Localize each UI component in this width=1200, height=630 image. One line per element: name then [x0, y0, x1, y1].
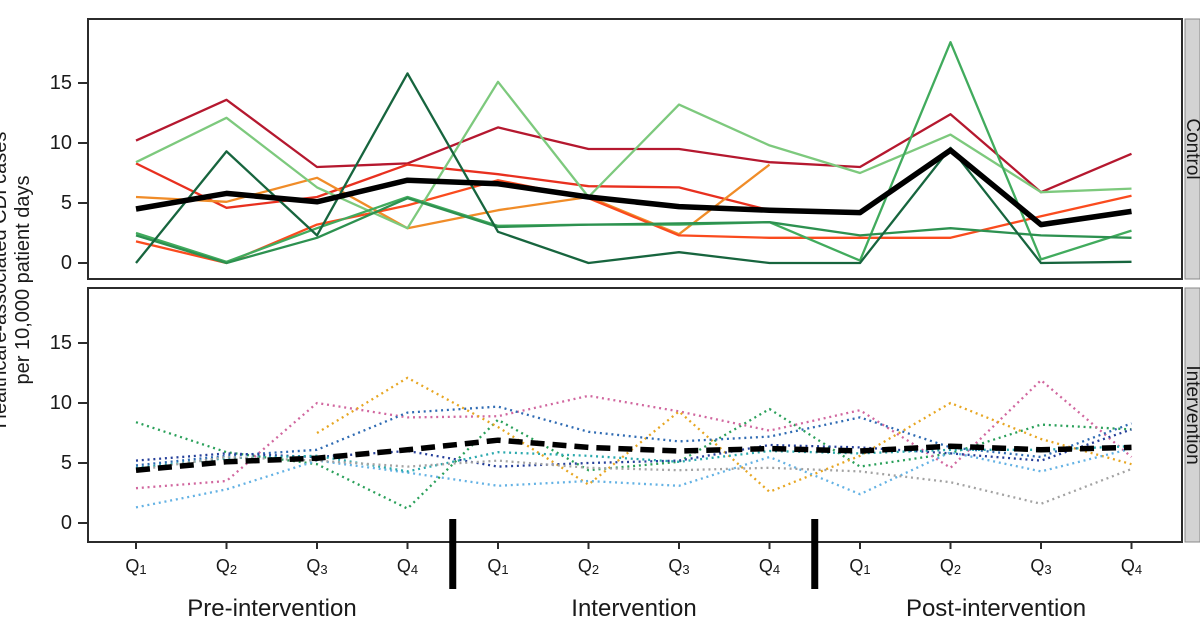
x-tick-label: Q3	[306, 556, 327, 577]
intervention-series-intervention-site-green	[135, 407, 1132, 510]
x-tick-label: Q4	[397, 556, 418, 577]
phase-divider-bar	[811, 519, 819, 589]
intervention-panel-border	[87, 287, 1183, 543]
y-tick-label: 10	[50, 392, 72, 414]
y-axis-title-line1: Healthcare-associated CDI cases	[0, 132, 11, 429]
facet-strip-intervention-background	[1184, 287, 1200, 543]
intervention-series-intervention-site-pink	[135, 379, 1133, 490]
x-tick-label: Q1	[849, 556, 870, 577]
control-series-control-site-red	[135, 162, 861, 213]
x-axis: Q1 Q2 Q3 Q4 Q1 Q2 Q3 Q4 Q1 Q2 Q3 Q4	[125, 519, 1142, 589]
y-tick-label: 0	[61, 512, 72, 534]
intervention-series-intervention-site-gold	[316, 376, 1132, 493]
control-series-control-site-crimson	[135, 98, 1132, 194]
x-tick-label: Q3	[668, 556, 689, 577]
intervention-series-intervention-mean	[135, 437, 1132, 473]
y-tick-label: 15	[50, 72, 72, 94]
y-tick-label: 10	[50, 132, 72, 154]
x-tick-label: Q2	[578, 556, 599, 577]
phase-divider-bar	[449, 519, 457, 589]
control-series-control-site-green	[135, 197, 1132, 265]
intervention-panel: 0 5 10 15	[50, 287, 1183, 543]
facet-strip-control: Control	[1182, 18, 1200, 280]
x-tick-label: Q2	[940, 556, 961, 577]
intervention-series-intervention-site-gray	[135, 455, 1132, 505]
y-tick-label: 5	[61, 192, 72, 214]
intervention-series-intervention-site-skyblue	[135, 447, 1132, 509]
intervention-series-intervention-site-navy	[135, 428, 1132, 468]
x-tick-label: Q1	[487, 556, 508, 577]
y-tick-label: 15	[50, 332, 72, 354]
control-series-control-site-orangered	[135, 179, 1132, 265]
x-tick-label: Q3	[1030, 556, 1051, 577]
phase-label-post-intervention: Post-intervention	[906, 595, 1086, 622]
phase-label-pre-intervention: Pre-intervention	[187, 595, 356, 622]
x-tick-label: Q1	[125, 556, 146, 577]
x-tick-label: Q2	[216, 556, 237, 577]
facet-strip-intervention: Intervention	[1182, 287, 1200, 543]
control-series-control-site-lightgreen	[135, 80, 1132, 230]
y-axis-title-line2: per 10,000 patient days	[12, 175, 34, 384]
phase-label-intervention: Intervention	[571, 595, 696, 622]
control-series-control-site-darkgreen	[135, 72, 1132, 265]
facet-strip-intervention-label: Intervention	[1182, 365, 1200, 464]
x-tick-label: Q4	[1121, 556, 1142, 577]
x-tick-label: Q4	[759, 556, 780, 577]
control-panel: 0 5 10 15	[50, 18, 1183, 280]
control-panel-border	[87, 18, 1183, 280]
y-tick-label: 5	[61, 452, 72, 474]
y-tick-label: 0	[61, 252, 72, 274]
facet-strip-control-label: Control	[1182, 118, 1200, 179]
facet-strip-control-background	[1184, 18, 1200, 280]
control-series-control-mean	[135, 147, 1132, 228]
